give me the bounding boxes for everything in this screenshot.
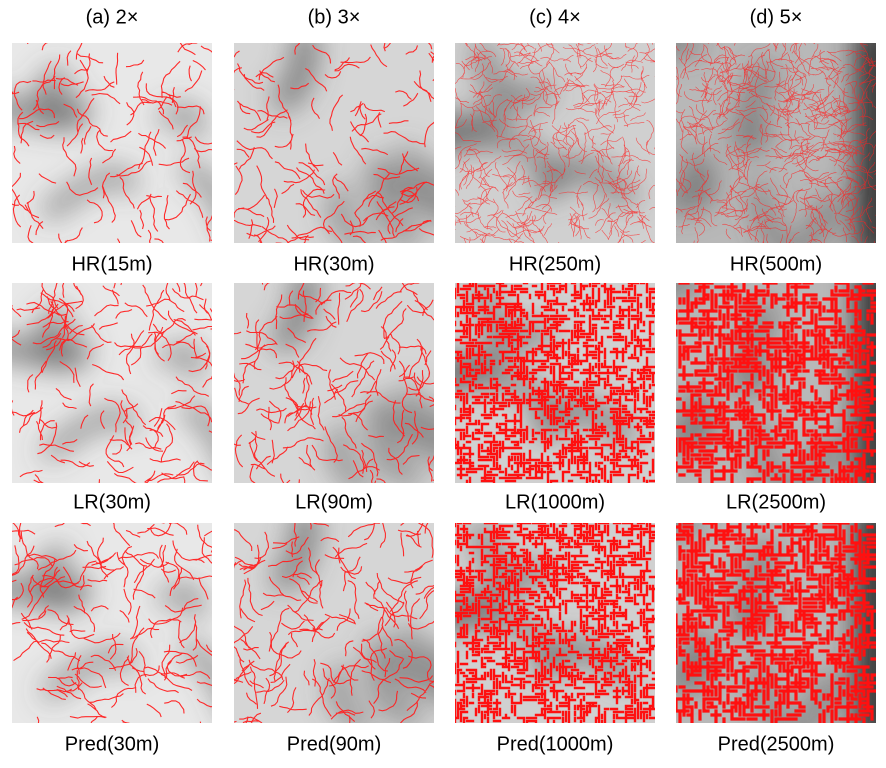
terrain-panel (12, 283, 212, 483)
panel-label: HR(250m) (509, 253, 601, 275)
panel-label: Pred(90m) (287, 733, 381, 755)
terrain-panel (676, 283, 876, 483)
valley (271, 283, 319, 354)
terrain-panel (12, 523, 212, 723)
terrain-panel (455, 523, 655, 723)
valley (12, 570, 91, 610)
valley (751, 182, 829, 243)
panel-content (12, 283, 212, 483)
terrain-panel (234, 283, 434, 483)
drainage-network (234, 283, 434, 483)
terrain-panel (676, 43, 876, 243)
panel-label: HR(30m) (293, 253, 374, 275)
panel-content (676, 43, 876, 243)
valley (397, 626, 434, 666)
terrain-background (12, 43, 212, 243)
valley (366, 398, 434, 457)
panel-content (234, 283, 434, 483)
drainage-network (234, 523, 434, 723)
valley (364, 670, 422, 723)
valley (471, 523, 556, 587)
panel-content (455, 523, 655, 723)
valley (182, 401, 212, 446)
drainage-network (676, 283, 876, 483)
valley (455, 340, 510, 389)
valleys (12, 304, 212, 462)
valley (156, 104, 204, 139)
valley (182, 641, 212, 686)
valley (328, 182, 373, 243)
drainage-network (676, 523, 876, 723)
valley (328, 662, 373, 723)
valley (364, 430, 422, 483)
drainage-network (12, 523, 212, 723)
column-title: (c) 4× (529, 6, 581, 28)
panel-content (455, 283, 655, 483)
panel-content (12, 43, 212, 243)
panel-label: LR(2500m) (726, 491, 826, 513)
drainage-network (455, 283, 655, 483)
drainage-network (234, 43, 434, 243)
valley (40, 408, 140, 462)
panel-label: Pred(2500m) (718, 733, 835, 755)
panel-label: Pred(1000m) (497, 733, 614, 755)
panel-content (12, 523, 212, 723)
terrain-panel (455, 43, 655, 243)
column-title: (d) 5× (750, 6, 803, 28)
panel-content (234, 43, 434, 243)
terrain-panel (12, 43, 212, 243)
panel-label: LR(90m) (295, 491, 373, 513)
drainage-network (676, 43, 876, 243)
valley (271, 43, 319, 114)
panel-content (234, 523, 434, 723)
terrain-panel (676, 523, 876, 723)
valley (156, 584, 204, 619)
panel-content (455, 43, 655, 243)
valley (271, 523, 319, 594)
drainage-network (12, 283, 212, 483)
panel-label: HR(15m) (71, 253, 152, 275)
panel-label: Pred(30m) (65, 733, 159, 755)
valley (734, 60, 778, 155)
column-title: (a) 2× (86, 6, 139, 28)
panel-label: HR(500m) (730, 253, 822, 275)
terrain-panel (234, 43, 434, 243)
drainage-network (12, 43, 212, 243)
valley (182, 161, 212, 206)
panel-content (676, 283, 876, 483)
panel-label: LR(1000m) (505, 491, 605, 513)
column-title: (b) 3× (308, 6, 361, 28)
valley (676, 43, 701, 58)
terrain-background (12, 283, 212, 483)
panel-content (676, 523, 876, 723)
terrain-background (12, 523, 212, 723)
valley (366, 158, 434, 217)
drainage-network (455, 523, 655, 723)
valley (12, 90, 91, 130)
panel-label: LR(30m) (73, 491, 151, 513)
terrain-panel (455, 283, 655, 483)
valley (12, 330, 91, 370)
terrain-panel (234, 523, 434, 723)
drainage-network (455, 43, 655, 243)
